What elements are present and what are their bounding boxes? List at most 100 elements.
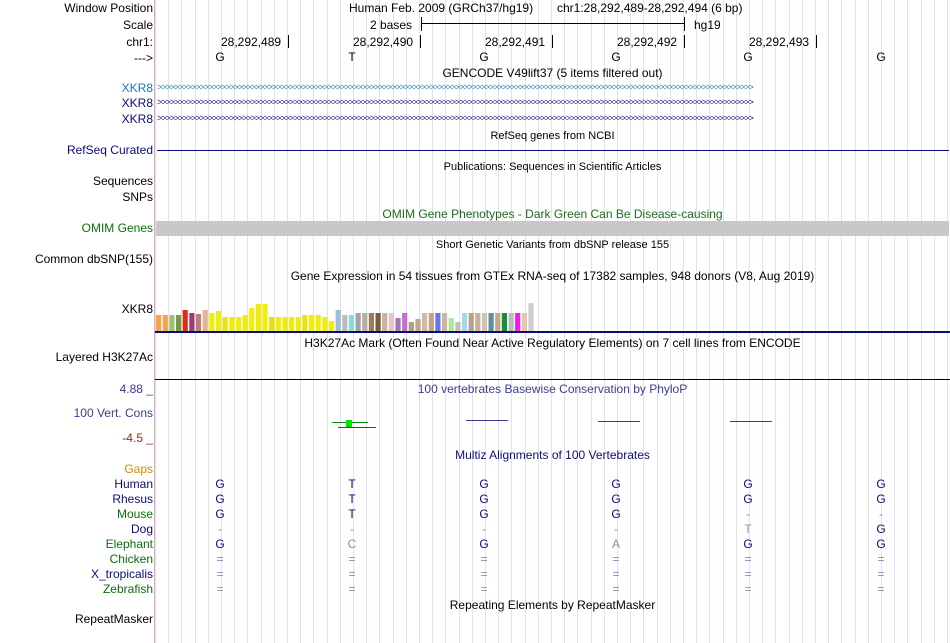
gene-label-xkr8[interactable]: XKR8 <box>121 81 153 95</box>
phylop-graph[interactable] <box>156 412 950 434</box>
gtex-tissue-bar[interactable] <box>495 313 501 332</box>
gtex-tissue-bar[interactable] <box>315 315 321 332</box>
gaps-label[interactable]: Gaps <box>124 462 153 476</box>
gtex-tissue-bar[interactable] <box>156 315 162 332</box>
gtex-tissue-bar[interactable] <box>348 315 355 332</box>
gtex-gene-label[interactable]: XKR8 <box>121 302 153 316</box>
gtex-tissue-bar[interactable] <box>182 310 188 332</box>
sequences-label[interactable]: Sequences <box>92 174 153 188</box>
refseq-gene-line[interactable] <box>157 150 949 151</box>
gtex-tissue-bar[interactable] <box>195 314 202 332</box>
gtex-tissue-bar[interactable] <box>362 313 368 332</box>
gtex-tissue-bar[interactable] <box>468 313 474 332</box>
gtex-tissue-bar[interactable] <box>428 313 434 332</box>
gtex-tissue-bar[interactable] <box>375 313 381 332</box>
gtex-tissue-bar[interactable] <box>295 317 301 332</box>
gtex-tissue-bar[interactable] <box>481 313 488 332</box>
grid-line <box>168 0 169 643</box>
multiz-track-title[interactable]: Multiz Alignments of 100 Vertebrates <box>455 448 650 462</box>
species-label[interactable]: Chicken <box>109 552 153 566</box>
gtex-tissue-bar[interactable] <box>275 317 281 332</box>
repeatmasker-label[interactable]: RepeatMasker <box>74 612 153 626</box>
grid-line <box>538 0 539 643</box>
gtex-tissue-bar[interactable] <box>515 313 521 332</box>
species-label[interactable]: Rhesus <box>112 492 153 506</box>
omim-label[interactable]: OMIM Genes <box>81 221 153 235</box>
gtex-tissue-bar[interactable] <box>501 313 507 332</box>
gtex-tissue-bar[interactable] <box>162 315 168 332</box>
gtex-tissue-bar[interactable] <box>521 313 527 332</box>
h3k27ac-track-title[interactable]: H3K27Ac Mark (Often Found Near Active Re… <box>304 336 801 350</box>
gtex-tissue-bar[interactable] <box>455 322 461 332</box>
species-label[interactable]: Human <box>114 477 153 491</box>
gtex-track-title[interactable]: Gene Expression in 54 tissues from GTEx … <box>290 269 815 283</box>
species-label[interactable]: Elephant <box>105 537 153 551</box>
gtex-tissue-bar[interactable] <box>169 315 175 332</box>
gtex-tissue-bar[interactable] <box>215 311 222 332</box>
gtex-tissue-bar[interactable] <box>235 317 241 332</box>
gtex-tissue-bar[interactable] <box>269 317 275 332</box>
gtex-tissue-bar[interactable] <box>209 313 215 332</box>
gene-label-xkr8[interactable]: XKR8 <box>121 96 153 110</box>
dbsnp-track-title[interactable]: Short Genetic Variants from dbSNP releas… <box>435 239 670 251</box>
gtex-tissue-bar[interactable] <box>435 313 441 332</box>
gene-model-xkr8[interactable]: >>>>>>>>>>>>>>>>>>>>>>>>>>>>>>>>>>>>>>>>… <box>157 114 754 123</box>
gtex-tissue-bar[interactable] <box>415 319 421 332</box>
gtex-tissue-bar[interactable] <box>448 318 454 332</box>
gene-model-xkr8[interactable]: >>>>>>>>>>>>>>>>>>>>>>>>>>>>>>>>>>>>>>>>… <box>157 98 754 107</box>
gtex-tissue-bar[interactable] <box>388 313 394 332</box>
gtex-tissue-bar[interactable] <box>249 308 255 332</box>
gtex-tissue-bar[interactable] <box>441 313 448 332</box>
strand-label: ---> <box>134 51 153 65</box>
gtex-tissue-bar[interactable] <box>475 313 481 332</box>
gtex-tissue-bar[interactable] <box>422 313 428 332</box>
snps-label[interactable]: SNPs <box>122 190 153 204</box>
window-position-value[interactable]: chr1:28,292,489-28,292,494 (6 bp) <box>557 1 743 15</box>
publications-track-title[interactable]: Publications: Sequences in Scientific Ar… <box>443 161 662 173</box>
gtex-tissue-bar[interactable] <box>342 315 348 332</box>
gtex-tissue-bar[interactable] <box>328 321 335 332</box>
refseq-label[interactable]: RefSeq Curated <box>66 143 153 157</box>
grid-line <box>696 0 697 643</box>
gtex-tissue-bar[interactable] <box>402 313 408 332</box>
gtex-tissue-bar[interactable] <box>222 317 228 332</box>
gtex-tissue-bar[interactable] <box>382 313 388 332</box>
h3k27ac-label[interactable]: Layered H3K27Ac <box>55 350 153 364</box>
gtex-tissue-bar[interactable] <box>322 317 328 332</box>
gtex-tissue-bar[interactable] <box>395 318 401 332</box>
dbsnp-label[interactable]: Common dbSNP(155) <box>34 252 153 266</box>
gtex-tissue-bar[interactable] <box>508 313 514 332</box>
gtex-tissue-bar[interactable] <box>242 315 248 332</box>
phylop-track-label[interactable]: 100 Vert. Cons <box>73 406 153 420</box>
gtex-tissue-bar[interactable] <box>309 315 315 332</box>
gene-label-xkr8[interactable]: XKR8 <box>121 112 153 126</box>
gtex-tissue-bar[interactable] <box>262 304 268 332</box>
phylop-track-title[interactable]: 100 vertebrates Basewise Conservation by… <box>417 382 688 396</box>
gtex-tissue-bar[interactable] <box>355 313 361 332</box>
gtex-tissue-bar[interactable] <box>176 315 182 332</box>
gtex-tissue-bar[interactable] <box>229 317 235 332</box>
gtex-tissue-bar[interactable] <box>408 322 414 332</box>
species-label[interactable]: Zebrafish <box>102 582 153 596</box>
gtex-tissue-bar[interactable] <box>528 303 534 332</box>
gtex-bar-chart[interactable] <box>156 284 536 332</box>
gtex-tissue-bar[interactable] <box>368 313 374 332</box>
omim-track-title[interactable]: OMIM Gene Phenotypes - Dark Green Can Be… <box>382 207 723 221</box>
omim-gene-bar[interactable] <box>156 221 949 236</box>
refseq-track-title[interactable]: RefSeq genes from NCBI <box>490 130 615 142</box>
gencode-track-title[interactable]: GENCODE V49lift37 (5 items filtered out) <box>442 66 663 80</box>
species-label[interactable]: Dog <box>130 522 153 536</box>
gtex-tissue-bar[interactable] <box>255 304 261 332</box>
gtex-tissue-bar[interactable] <box>289 317 295 332</box>
gtex-tissue-bar[interactable] <box>461 313 468 332</box>
gtex-tissue-bar[interactable] <box>335 310 341 332</box>
gtex-tissue-bar[interactable] <box>189 313 195 332</box>
gtex-tissue-bar[interactable] <box>488 313 494 332</box>
species-label[interactable]: Mouse <box>116 507 153 521</box>
gtex-tissue-bar[interactable] <box>302 315 308 332</box>
gtex-tissue-bar[interactable] <box>282 317 288 332</box>
gene-model-xkr8[interactable]: >>>>>>>>>>>>>>>>>>>>>>>>>>>>>>>>>>>>>>>>… <box>157 83 754 92</box>
species-label[interactable]: X_tropicalis <box>90 567 153 581</box>
gtex-tissue-bar[interactable] <box>202 310 208 332</box>
repeatmasker-track-title[interactable]: Repeating Elements by RepeatMasker <box>449 598 656 612</box>
